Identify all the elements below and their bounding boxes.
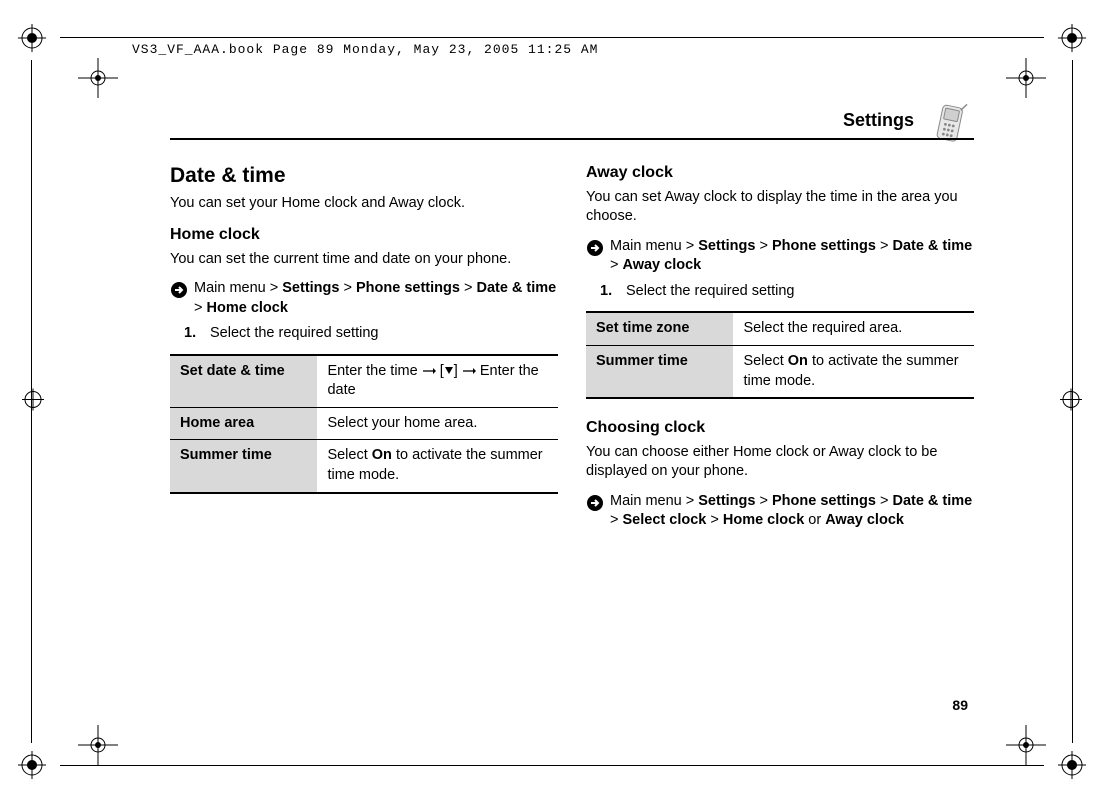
- header-rule: [170, 138, 974, 140]
- reg-mark-tr: [1058, 24, 1086, 52]
- nav-b4: Home clock: [207, 300, 288, 316]
- book-header: VS3_VF_AAA.book Page 89 Monday, May 23, …: [132, 42, 598, 57]
- opt-label: Home area: [170, 407, 317, 440]
- crop-line-bottom: [60, 765, 1044, 766]
- step-1-away: 1. Select the required setting: [600, 282, 974, 302]
- step-num: 1.: [600, 282, 626, 302]
- choosing-clock-desc: You can choose either Home clock or Away…: [586, 443, 974, 482]
- step-1-home: 1. Select the required setting: [184, 324, 558, 344]
- section-date-time: Date & time: [170, 162, 558, 190]
- nav-choosing-clock: Main menu > Settings > Phone settings > …: [586, 492, 974, 531]
- nav-prefix: Main menu >: [610, 493, 698, 509]
- home-options-table: Set date & time Enter the time [] Enter …: [170, 354, 558, 494]
- reg-mark-bl: [18, 751, 46, 779]
- section-intro: You can set your Home clock and Away clo…: [170, 194, 558, 214]
- nav-b4: Select clock: [623, 512, 707, 528]
- nav-b3: Date & time: [892, 238, 972, 254]
- opt-value: Select On to activate the summer time mo…: [317, 440, 558, 493]
- right-arrow-icon: [422, 363, 436, 383]
- step-num: 1.: [184, 324, 210, 344]
- val-a: Select: [743, 353, 787, 369]
- inner-crop-bl: [78, 725, 98, 745]
- crop-line-top: [60, 37, 1044, 38]
- val-a: Select: [327, 447, 371, 463]
- subsection-home-clock: Home clock: [170, 224, 558, 246]
- table-row: Home area Select your home area.: [170, 407, 558, 440]
- step-text: Select the required setting: [210, 324, 378, 344]
- nav-b2: Phone settings: [772, 238, 876, 254]
- right-arrow-icon: [462, 363, 476, 383]
- nav-text: Main menu > Settings > Phone settings > …: [610, 492, 972, 531]
- nav-arrow-icon: [586, 239, 604, 264]
- nav-b1: Settings: [282, 280, 339, 296]
- nav-or: or: [804, 512, 825, 528]
- opt-label: Set date & time: [170, 355, 317, 408]
- subsection-away-clock: Away clock: [586, 162, 974, 184]
- reg-mark-br: [1058, 751, 1086, 779]
- inner-crop-br: [1006, 725, 1026, 745]
- nav-b3: Date & time: [892, 493, 972, 509]
- nav-b5: Home clock: [723, 512, 804, 528]
- nav-arrow-icon: [586, 494, 604, 519]
- page-number: 89: [952, 697, 968, 713]
- nav-text: Main menu > Settings > Phone settings > …: [194, 279, 556, 318]
- away-clock-desc: You can set Away clock to display the ti…: [586, 188, 974, 227]
- val-text-a: Enter the time: [327, 363, 421, 379]
- left-column: Date & time You can set your Home clock …: [170, 158, 558, 683]
- inner-crop-tl: [78, 58, 98, 78]
- nav-b3: Date & time: [476, 280, 556, 296]
- nav-prefix: Main menu >: [194, 280, 282, 296]
- reg-mark-tl: [18, 24, 46, 52]
- table-row: Set date & time Enter the time [] Enter …: [170, 355, 558, 408]
- nav-away-clock: Main menu > Settings > Phone settings > …: [586, 237, 974, 276]
- table-row: Set time zone Select the required area.: [586, 312, 974, 345]
- nav-b1: Settings: [698, 493, 755, 509]
- table-row: Summer time Select On to activate the su…: [170, 440, 558, 493]
- reg-mark-right: [1060, 388, 1082, 415]
- opt-value: Enter the time [] Enter the date: [317, 355, 558, 408]
- opt-label: Summer time: [170, 440, 317, 493]
- right-column: Away clock You can set Away clock to dis…: [586, 158, 974, 683]
- phone-icon: [924, 100, 974, 150]
- nav-b2: Phone settings: [772, 493, 876, 509]
- val-b: On: [788, 353, 808, 369]
- down-triangle-icon: [444, 362, 454, 382]
- step-text: Select the required setting: [626, 282, 794, 302]
- nav-home-clock: Main menu > Settings > Phone settings > …: [170, 279, 558, 318]
- val-b: On: [372, 447, 392, 463]
- inner-crop-tr: [1006, 58, 1026, 78]
- subsection-choosing-clock: Choosing clock: [586, 417, 974, 439]
- page-content: Settings Date & time You can set your Ho…: [170, 108, 974, 683]
- table-row: Summer time Select On to activate the su…: [586, 345, 974, 398]
- nav-text: Main menu > Settings > Phone settings > …: [610, 237, 972, 276]
- nav-b2: Phone settings: [356, 280, 460, 296]
- opt-label: Summer time: [586, 345, 733, 398]
- reg-mark-left: [22, 388, 44, 415]
- nav-b1: Settings: [698, 238, 755, 254]
- opt-value: Select your home area.: [317, 407, 558, 440]
- page-header-title: Settings: [843, 110, 914, 131]
- away-options-table: Set time zone Select the required area. …: [586, 311, 974, 399]
- nav-prefix: Main menu >: [610, 238, 698, 254]
- nav-arrow-icon: [170, 281, 188, 306]
- home-clock-desc: You can set the current time and date on…: [170, 250, 558, 270]
- opt-value: Select the required area.: [733, 312, 974, 345]
- nav-b4: Away clock: [623, 257, 702, 273]
- opt-label: Set time zone: [586, 312, 733, 345]
- nav-b6: Away clock: [825, 512, 904, 528]
- opt-value: Select On to activate the summer time mo…: [733, 345, 974, 398]
